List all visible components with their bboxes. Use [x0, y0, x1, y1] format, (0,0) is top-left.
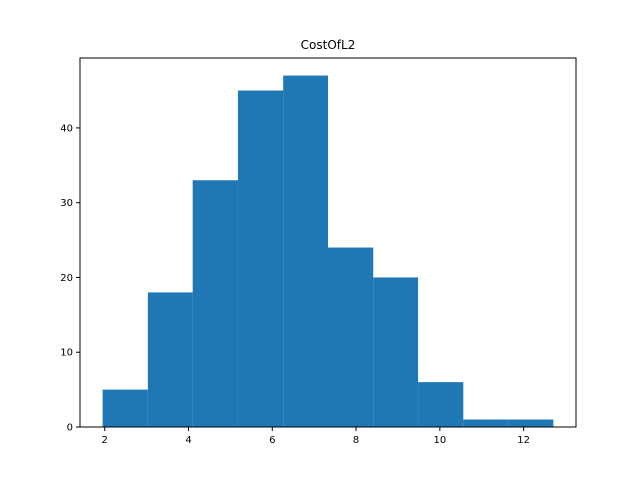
y-tick-label: 0 — [67, 423, 73, 434]
plot-frame — [79, 57, 577, 428]
x-tick-label: 8 — [353, 435, 359, 446]
x-tick-label: 12 — [517, 435, 530, 446]
histogram-bar — [328, 247, 374, 427]
y-tick-label: 30 — [60, 198, 73, 209]
histogram-bar — [102, 389, 148, 427]
x-tick-label: 6 — [269, 435, 275, 446]
histogram-bar — [192, 180, 238, 427]
histogram-bar — [463, 419, 509, 427]
histogram-bar — [373, 277, 419, 427]
x-tick-label: 2 — [102, 435, 108, 446]
x-tick-label: 4 — [185, 435, 191, 446]
y-axis: 0 10 20 30 40 — [60, 123, 80, 434]
x-axis: 2 4 6 8 10 12 — [102, 427, 530, 446]
bars-group — [102, 75, 554, 428]
y-tick-label: 20 — [60, 273, 73, 284]
chart-title: CostOfL2 — [301, 38, 356, 52]
y-tick-label: 10 — [60, 348, 73, 359]
histogram-bar — [508, 419, 554, 427]
x-tick-label: 10 — [433, 435, 446, 446]
y-tick-label: 40 — [60, 123, 73, 134]
histogram-bar — [418, 382, 464, 427]
histogram-bar — [283, 75, 328, 428]
histogram-bar — [147, 292, 193, 427]
histogram-bar — [237, 90, 284, 428]
